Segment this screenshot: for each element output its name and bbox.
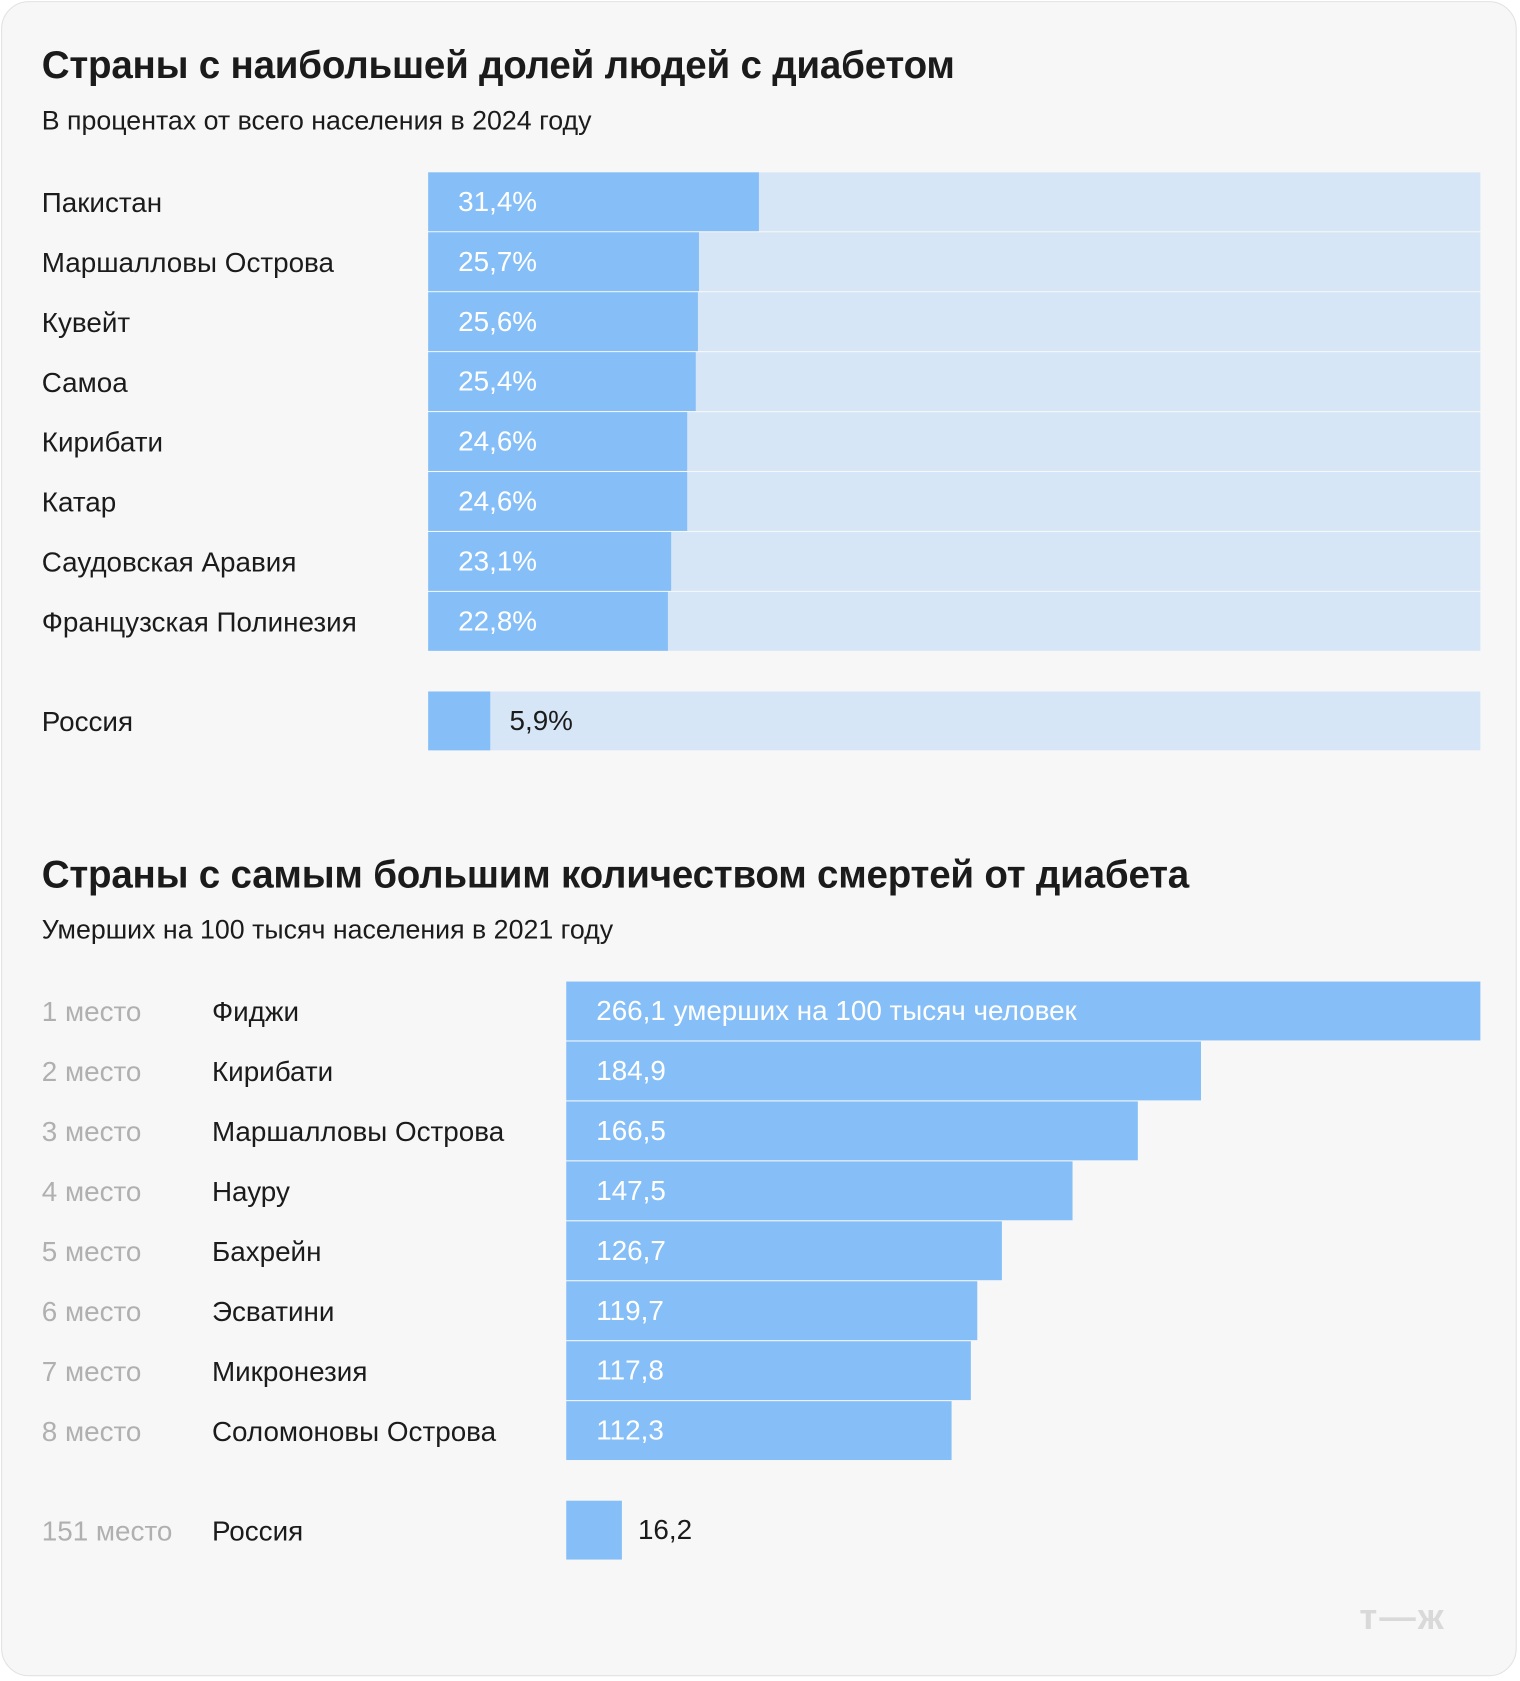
rank-label: 3 место <box>41 1115 142 1148</box>
value-label: 16,2 <box>637 1513 693 1546</box>
value-label: 22,8% <box>458 604 538 637</box>
country-label: Маршалловы Острова <box>41 246 335 279</box>
bar <box>566 1500 622 1560</box>
bar-area: 184,9 <box>566 1041 1480 1101</box>
value-label: 31,4% <box>458 185 538 218</box>
rank-label: 2 место <box>41 1055 142 1088</box>
country-label: Пакистан <box>41 186 163 219</box>
bar-track: 23,1% <box>428 531 1481 591</box>
bar <box>566 1281 978 1341</box>
bar-track: 31,4% <box>428 172 1481 232</box>
value-label: 23,1% <box>458 544 538 577</box>
bar <box>428 172 759 232</box>
country-label: Науру <box>211 1175 290 1208</box>
country-label: Кирибати <box>211 1055 334 1088</box>
bar <box>566 1101 1139 1161</box>
country-label: Микронезия <box>211 1355 368 1388</box>
bar <box>428 352 696 412</box>
country-label: Кирибати <box>41 426 164 459</box>
bar <box>566 1041 1202 1101</box>
bar <box>428 412 687 471</box>
value-label: 5,9% <box>509 704 573 737</box>
bar-area: 119,7 <box>566 1281 1480 1341</box>
country-label: Самоа <box>41 366 128 399</box>
value-label: 166,5 <box>596 1114 666 1147</box>
value-label: 117,8 <box>596 1354 664 1387</box>
bar-area: 166,5 <box>566 1101 1480 1161</box>
bar <box>428 232 699 292</box>
chart1-subtitle: В процентах от всего населения в 2024 го… <box>41 105 592 136</box>
value-label: 147,5 <box>596 1174 666 1207</box>
bar-track: 24,6% <box>428 412 1481 471</box>
country-label: Маршалловы Острова <box>211 1115 505 1148</box>
bar-area: 266,1 умерших на 100 тысяч человек <box>566 981 1481 1041</box>
bar <box>566 981 1481 1041</box>
value-label: 24,6% <box>458 484 538 518</box>
country-label: Саудовская Аравия <box>41 545 297 579</box>
bar-track: 22,8% <box>428 591 1481 651</box>
bar <box>566 1161 1073 1221</box>
bar <box>566 1401 953 1461</box>
value-label: 119,7 <box>596 1294 664 1327</box>
value-label: 25,4% <box>458 365 538 398</box>
country-label: Россия <box>41 705 134 738</box>
rank-label: 1 место <box>41 995 142 1028</box>
bar <box>428 531 672 591</box>
bar-track: 25,6% <box>428 292 1481 352</box>
country-label: Соломоновы Острова <box>211 1415 497 1448</box>
value-label: 24,6% <box>458 424 538 458</box>
rank-label: 4 место <box>41 1175 142 1208</box>
country-label: Эсватини <box>211 1295 335 1328</box>
country-label: Бахрейн <box>211 1235 322 1268</box>
bar-area: 112,3 <box>566 1401 1480 1461</box>
country-label: Кувейт <box>41 306 131 339</box>
bar-area: 16,2 <box>566 1500 1480 1560</box>
value-label: 25,7% <box>458 245 538 278</box>
country-label: Россия <box>211 1514 304 1547</box>
rank-label: 8 место <box>41 1415 142 1448</box>
bar-track: 5,9% <box>428 691 1481 751</box>
bar <box>428 591 669 651</box>
bar-area: 117,8 <box>566 1341 1480 1401</box>
country-label: Фиджи <box>211 995 300 1028</box>
tj-logo: т—ж <box>1359 1597 1446 1638</box>
chart1-title: Страны с наибольшей долей людей с диабет… <box>41 42 955 87</box>
country-label: Французская Полинезия <box>41 605 357 638</box>
chart2-subtitle: Умерших на 100 тысяч населения в 2021 го… <box>41 915 614 946</box>
value-label: 25,6% <box>458 305 538 338</box>
bar <box>566 1221 1002 1281</box>
value-label: 184,9 <box>596 1054 666 1087</box>
rank-label: 5 место <box>41 1235 142 1268</box>
rank-label: 7 место <box>41 1355 142 1388</box>
country-label: Катар <box>41 485 117 519</box>
rank-label: 6 место <box>41 1295 142 1328</box>
value-label: 266,1 умерших на 100 тысяч человек <box>596 994 1077 1027</box>
bar-track: 25,7% <box>428 232 1481 292</box>
value-label: 126,7 <box>596 1234 666 1267</box>
bar <box>428 691 491 751</box>
bar <box>428 472 687 531</box>
bar-area: 126,7 <box>566 1221 1480 1281</box>
bar-track: 24,6% <box>428 472 1481 531</box>
bar-track: 25,4% <box>428 352 1481 412</box>
value-label: 112,3 <box>596 1413 664 1447</box>
rank-label: 151 место <box>41 1514 173 1547</box>
bar-area: 147,5 <box>566 1161 1480 1221</box>
bar <box>566 1341 971 1401</box>
bar <box>428 292 698 352</box>
chart2-title: Страны с самым большим количеством смерт… <box>41 852 1190 896</box>
